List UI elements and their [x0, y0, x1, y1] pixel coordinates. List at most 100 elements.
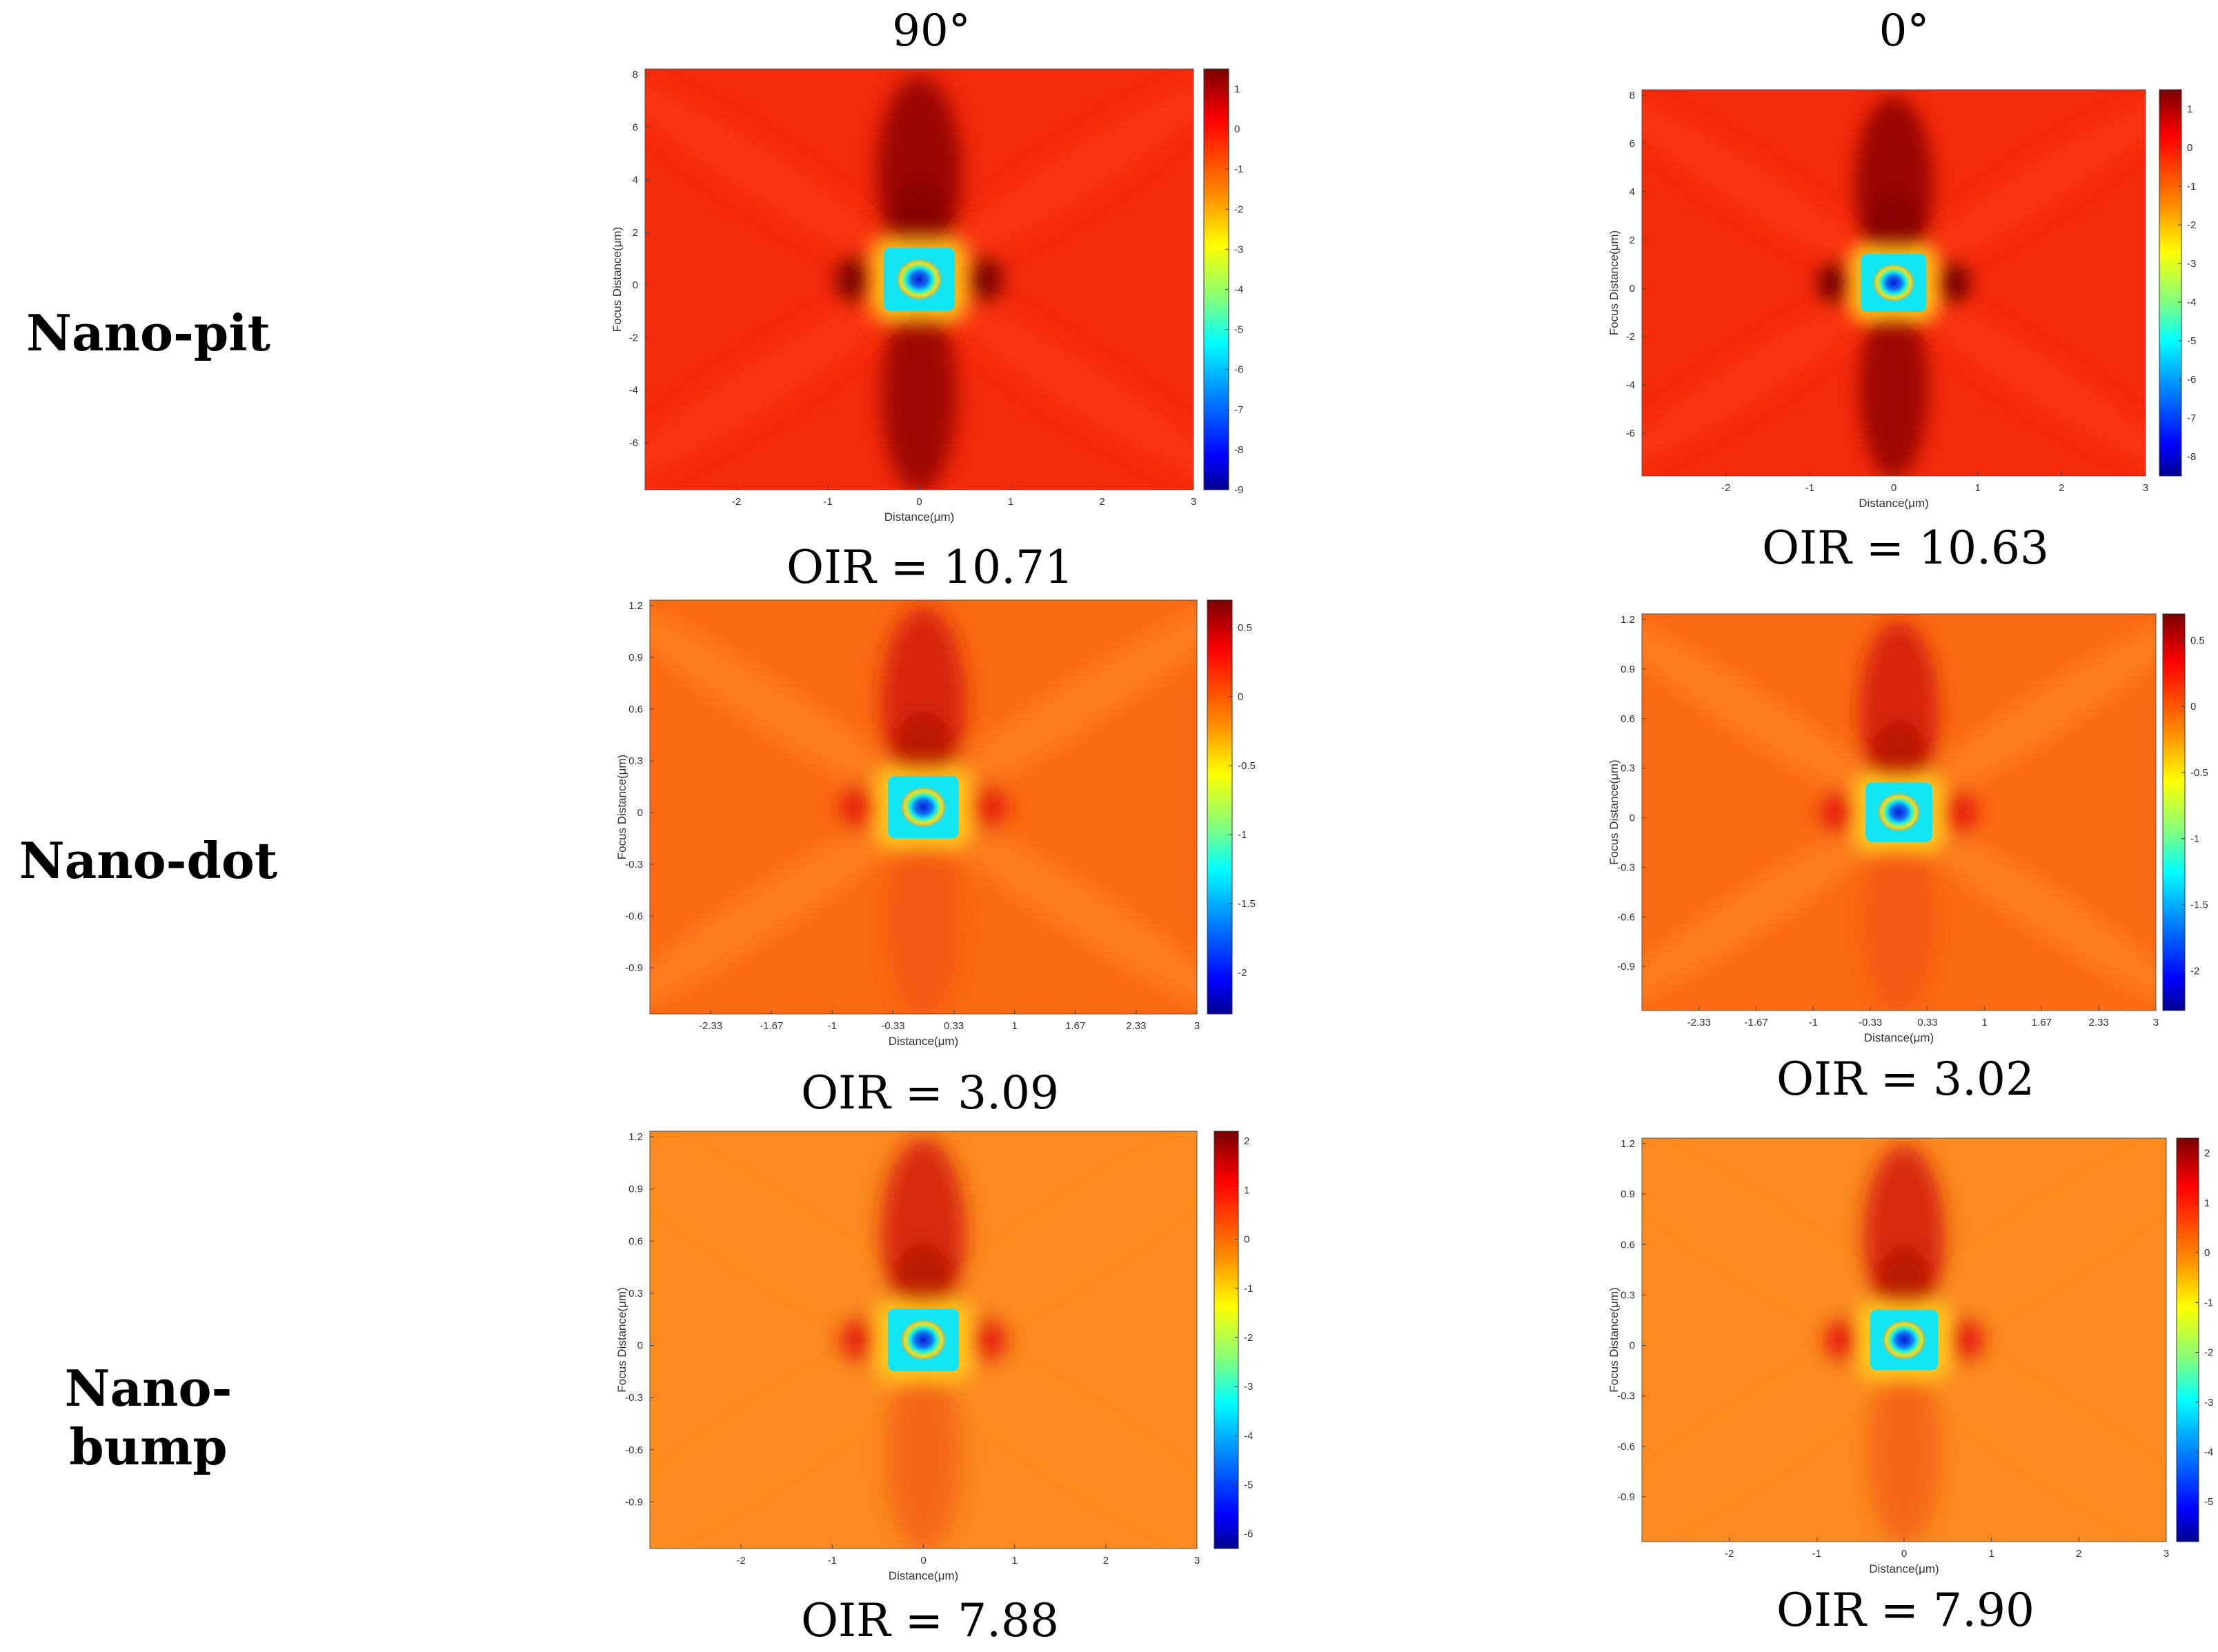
- x-axis-label: Distance(μm): [1859, 497, 1928, 510]
- x-tick-label: 2: [2059, 482, 2064, 494]
- colorbar-tick-label: -3: [2187, 258, 2196, 270]
- side-lobe: [1943, 788, 1977, 836]
- colorbar: [2159, 89, 2182, 477]
- colorbar: [1203, 68, 1229, 490]
- colorbar-tick-label: 0: [1238, 691, 1243, 703]
- diagonal-lobe: [650, 604, 916, 803]
- y-tick-label: 1.2: [1621, 1138, 1635, 1150]
- colorbar-tick-label: -4: [1244, 1430, 1253, 1442]
- y-tick-label: 2: [633, 227, 638, 239]
- y-tick-label: -0.9: [1617, 1491, 1635, 1503]
- colorbar-tick-label: -5: [1234, 324, 1243, 336]
- y-tick-label: 8: [1630, 90, 1635, 101]
- side-lobe: [970, 1315, 1007, 1365]
- x-tick-label: -2: [736, 1555, 745, 1566]
- diagonal-lobe: [1642, 288, 1888, 471]
- column-header-0-deg: 0°: [1879, 6, 1930, 57]
- colorbar-tick-label: -1: [1244, 1283, 1253, 1295]
- x-tick-label: -2.33: [1687, 1017, 1711, 1028]
- x-tick-label: 1: [1988, 1548, 1994, 1560]
- colorbar-tick-label: -4: [1234, 284, 1243, 296]
- oir-label-nano-pit-0: OIR = 10.63: [1761, 521, 2050, 575]
- colorbar-tick-label: -3: [2204, 1397, 2213, 1409]
- x-tick-label: -1: [823, 496, 832, 508]
- oir-label-nano-pit-90: OIR = 10.71: [786, 541, 1074, 594]
- row-label-nano-pit: Nano-pit: [26, 303, 270, 362]
- oir-label-nano-dot-90: OIR = 3.09: [800, 1066, 1060, 1119]
- diagonal-lobe: [1911, 1345, 2166, 1536]
- diagonal-lobe: [1905, 817, 2156, 1005]
- y-tick-label: 8: [633, 69, 638, 81]
- y-tick-label: -4: [1626, 379, 1635, 391]
- x-tick-label: 1.67: [2032, 1017, 2052, 1028]
- colorbar-tick-label: 0.5: [1238, 622, 1252, 634]
- y-tick-label: -2: [629, 332, 638, 344]
- colorbar-tick-label: -5: [2204, 1496, 2213, 1508]
- y-tick-label: 0.9: [628, 1184, 643, 1195]
- x-tick-label: -0.33: [881, 1020, 904, 1032]
- colorbar-tick-label: -7: [1234, 404, 1243, 416]
- diagonal-lobe: [650, 811, 916, 1010]
- side-lobe: [967, 254, 1002, 305]
- x-axis-label: Distance(μm): [889, 1569, 958, 1582]
- heatmap-panel-nano-pit-90: -2 -1 0 1 2 3 Distance(μm) 8 6 4 2 0 -2 -4 -6 Focus Dis…: [611, 68, 1243, 524]
- x-tick-label: 1: [1981, 1017, 1987, 1028]
- colorbar-tick-label: 0: [2204, 1247, 2210, 1259]
- colorbar-tick-label: 1: [1234, 83, 1240, 95]
- diagonal-lobe: [927, 285, 1194, 484]
- diagonal-lobe: [1642, 619, 1892, 807]
- row-label-nano-dot: Nano-dot: [19, 831, 278, 890]
- colorbar-tick-label: -0.5: [1238, 760, 1256, 772]
- y-tick-label: 0.9: [628, 652, 643, 664]
- colorbar-tick-label: -1: [1234, 163, 1243, 175]
- side-lobe: [1825, 1315, 1859, 1364]
- colorbar-tick-label: -7: [2187, 412, 2196, 424]
- colorbar-tick-label: -6: [1244, 1529, 1253, 1540]
- colorbar: [2176, 1137, 2199, 1542]
- diagonal-lobe: [645, 285, 912, 484]
- x-tick-label: 1: [1011, 1555, 1017, 1566]
- colorbar-tick-label: -8: [1234, 444, 1243, 456]
- y-tick-label: 0: [637, 1340, 643, 1352]
- x-tick-label: -2: [1725, 1548, 1734, 1560]
- x-tick-label: 0: [1901, 1548, 1907, 1560]
- y-tick-label: 6: [633, 121, 638, 133]
- y-tick-label: -0.3: [625, 859, 643, 870]
- colorbar-tick-label: -2: [1244, 1332, 1253, 1344]
- colorbar-tick-label: -1: [2204, 1297, 2213, 1308]
- colorbar-tick-label: 0: [1244, 1234, 1249, 1246]
- y-axis-label: Focus Distance(μm): [1607, 759, 1621, 864]
- y-tick-label: -0.3: [1617, 1391, 1635, 1402]
- oir-label-nano-bump-0: OIR = 7.90: [1776, 1584, 2035, 1637]
- x-tick-label: 2.33: [1126, 1020, 1146, 1032]
- y-tick-label: 1.2: [1621, 614, 1635, 626]
- diagonal-lobe: [1642, 94, 1888, 278]
- colorbar-tick-label: -2: [2190, 966, 2199, 977]
- x-tick-label: 1: [1011, 1020, 1017, 1032]
- y-tick-label: 0.3: [1621, 1289, 1635, 1301]
- colorbar-tick-label: 0.5: [2190, 635, 2205, 646]
- x-tick-label: 3: [2163, 1548, 2169, 1560]
- lower-lobe: [1859, 299, 1929, 476]
- side-lobe: [1821, 788, 1855, 836]
- y-tick-label: 0: [637, 807, 643, 819]
- x-axis-label: Distance(μm): [884, 510, 954, 524]
- row-label-nano-bump: Nano-bump: [64, 1359, 232, 1476]
- colorbar-tick-label: 0: [1234, 123, 1240, 135]
- diagonal-lobe: [931, 811, 1197, 1010]
- x-tick-label: 1: [1974, 482, 1980, 494]
- lower-lobe: [885, 1357, 962, 1549]
- x-tick-label: 2: [1103, 1555, 1109, 1566]
- y-tick-label: -0.9: [625, 1496, 643, 1508]
- colorbar-tick-label: 0: [2190, 701, 2196, 713]
- x-tick-label: 1: [1008, 496, 1013, 508]
- colorbar-tick-label: -1: [1238, 829, 1247, 841]
- y-tick-label: 1.2: [628, 1131, 643, 1143]
- x-tick-label: 0: [1891, 482, 1897, 494]
- x-tick-label: -1: [1805, 482, 1814, 494]
- core-hotspot: [1877, 792, 1921, 833]
- colorbar-tick-label: -6: [1234, 364, 1243, 376]
- core-hotspot: [895, 258, 943, 301]
- y-tick-label: -0.9: [1617, 961, 1635, 973]
- x-tick-label: -2: [1721, 482, 1730, 494]
